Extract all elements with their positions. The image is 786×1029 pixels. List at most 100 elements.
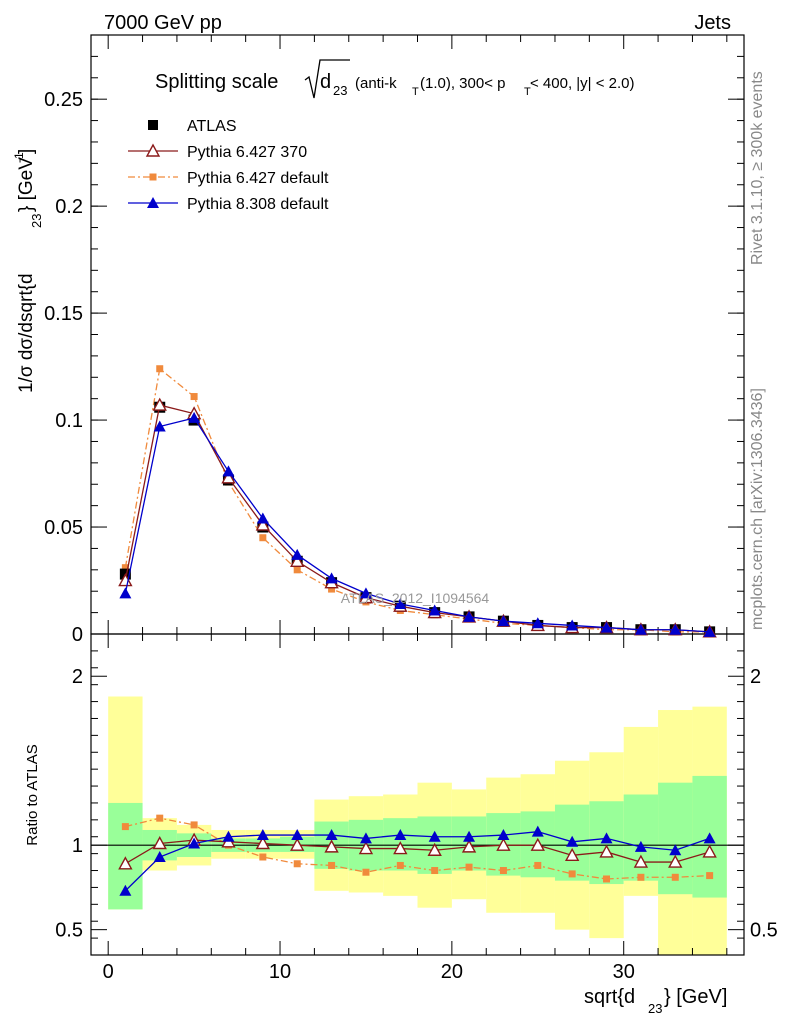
marker-triangle-open	[427, 842, 442, 856]
y-tick-label: 2	[72, 666, 83, 688]
legend-label: Pythia 6.427 370	[187, 144, 307, 161]
y-tick-label: 0.05	[44, 517, 83, 539]
marker-triangle-open	[702, 844, 717, 858]
marker-triangle	[669, 844, 682, 856]
marker-square-small	[190, 821, 198, 829]
marker-square-small	[362, 868, 370, 876]
marker-square-small	[149, 173, 157, 181]
marker-triangle	[634, 623, 647, 635]
marker-triangle	[291, 548, 304, 560]
sqrt-symbol-icon	[304, 59, 350, 99]
y-tick-label-right: 2	[750, 666, 761, 688]
main-ylabel-p0: 1/σ dσ/dsqrt{d	[16, 273, 37, 393]
marker-triangle-open	[290, 837, 305, 851]
marker-triangle-open	[393, 841, 408, 855]
mcplots-label: mcplots.cern.ch [arXiv:1306.3436]	[749, 388, 766, 630]
marker-triangle-open	[461, 839, 477, 853]
marker-triangle-open	[221, 470, 236, 484]
marker-square-small	[121, 823, 129, 831]
y-tick-label: 0.15	[44, 303, 83, 325]
marker-square-small	[637, 873, 645, 881]
main-ylabel-sup: -1	[12, 152, 26, 163]
marker-triangle	[566, 619, 579, 631]
title-sqrt-sub: 23	[333, 83, 347, 98]
main-ylabel-p4: ]	[16, 149, 37, 154]
marker-square-small	[499, 867, 507, 875]
marker-triangle-open	[152, 836, 167, 850]
marker-square-small	[259, 853, 267, 861]
rivet-label: Rivet 3.1.10, ≥ 300k events	[749, 71, 766, 265]
marker-triangle	[222, 465, 235, 477]
marker-square-small	[431, 867, 439, 875]
main-axes: 0 0.05 0.1 0.15 0.2 0.25	[44, 34, 745, 646]
y-tick-label: 0.25	[44, 89, 83, 111]
marker-triangle	[394, 598, 407, 610]
main-series	[118, 365, 717, 638]
marker-square-small	[534, 861, 542, 869]
ratio-series	[118, 814, 717, 896]
marker-triangle-open	[255, 836, 271, 850]
main-ylabel-p2: } [GeV	[16, 157, 37, 212]
marker-triangle-open	[290, 553, 305, 567]
marker-triangle	[119, 884, 132, 896]
marker-triangle	[497, 829, 510, 841]
marker-triangle	[703, 625, 716, 637]
marker-square-small	[396, 861, 404, 869]
marker-triangle	[463, 610, 476, 622]
marker-square-small	[671, 873, 679, 881]
marker-triangle	[222, 830, 235, 842]
marker-triangle	[359, 832, 372, 844]
marker-square-small	[156, 814, 164, 822]
marker-triangle	[428, 604, 441, 616]
legend-label: Pythia 8.308 default	[187, 196, 329, 213]
marker-square-small	[465, 863, 473, 871]
header-right: Jets	[694, 12, 731, 34]
marker-triangle	[531, 617, 544, 629]
marker-triangle	[669, 623, 682, 635]
marker-triangle	[119, 587, 132, 599]
x-tick-label: 30	[613, 961, 635, 983]
marker-triangle	[256, 829, 269, 841]
x-tick-label: 10	[269, 961, 291, 983]
marker-triangle-open	[118, 856, 133, 870]
y-tick-label: 1	[72, 835, 83, 857]
header-left: 7000 GeV pp	[104, 12, 222, 34]
marker-square-small	[706, 872, 714, 880]
ratio-xlabel: sqrt{d 23 } [GeV]	[584, 986, 727, 1016]
marker-triangle-open	[599, 844, 614, 858]
series-line	[124, 367, 710, 633]
title-sqrt-symbol: d	[320, 71, 331, 93]
marker-triangle	[147, 197, 159, 208]
y-tick-label-right: 0.5	[750, 920, 778, 942]
marker-triangle-open	[564, 847, 580, 862]
marker-triangle	[153, 851, 166, 863]
marker-triangle-open	[668, 854, 683, 868]
marker-triangle-open	[530, 837, 545, 851]
marker-triangle	[325, 572, 338, 584]
xlabel-sub: 23	[648, 1001, 662, 1016]
main-ylabel-sub: 23	[29, 214, 44, 228]
marker-square-small	[190, 393, 198, 401]
series-line	[124, 831, 710, 892]
marker-square-small	[259, 534, 267, 542]
marker-square-small	[328, 585, 336, 593]
legend-label: Pythia 6.427 default	[187, 170, 329, 187]
title-part-2: (1.0), 300< p	[420, 75, 505, 92]
marker-triangle	[188, 411, 201, 423]
legend: ATLAS Pythia 6.427 370 Pythia 6.427 defaul…	[128, 118, 329, 213]
y-tick-label: 0.5	[55, 920, 83, 942]
watermark: ATLAS_2012_I1094564	[341, 590, 490, 606]
marker-triangle	[600, 621, 613, 633]
title-pt-sub: T	[524, 86, 531, 98]
marker-square	[148, 120, 158, 130]
marker-triangle	[600, 832, 613, 844]
marker-triangle	[566, 835, 579, 847]
marker-triangle	[325, 829, 338, 841]
marker-triangle-open	[152, 397, 167, 411]
marker-square-small	[156, 365, 164, 373]
xlabel-p2: } [GeV]	[664, 986, 727, 1008]
marker-triangle	[531, 825, 544, 837]
marker-triangle	[394, 829, 407, 841]
marker-triangle	[153, 420, 166, 432]
marker-triangle	[359, 587, 372, 599]
